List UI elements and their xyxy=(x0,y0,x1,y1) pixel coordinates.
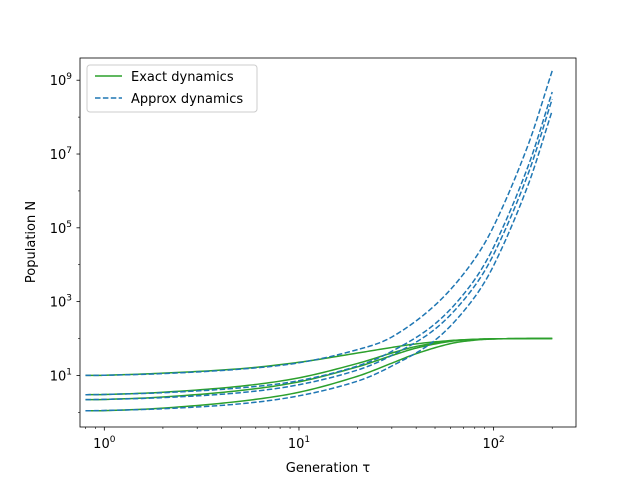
x-tick-label: 100 xyxy=(93,435,116,452)
x-tick-label: 101 xyxy=(288,435,310,452)
series-line-exact-4 xyxy=(85,337,553,412)
series-line-approx-3 xyxy=(85,98,553,401)
x-tick-label: 102 xyxy=(482,435,504,452)
y-tick-label: 101 xyxy=(50,367,72,384)
series-layer xyxy=(85,70,553,412)
y-tick-label: 105 xyxy=(50,220,72,237)
y-axis-label: Population N xyxy=(24,201,39,283)
y-axis: 101 103 105 107 109 xyxy=(50,72,80,413)
legend-label-approx: Approx dynamics xyxy=(131,92,243,107)
legend-box xyxy=(86,64,258,113)
series-line-approx-4 xyxy=(85,110,553,412)
y-tick-label: 103 xyxy=(50,294,72,311)
x-axis-label: Generation τ xyxy=(286,461,371,476)
series-line-approx-2 xyxy=(85,91,553,396)
y-tick-label: 107 xyxy=(50,146,72,163)
legend: Exact dynamics Approx dynamics xyxy=(86,64,258,113)
series-line-approx-1 xyxy=(85,70,553,377)
x-axis: 100 101 102 xyxy=(85,427,553,452)
plot-frame xyxy=(79,57,577,428)
legend-label-exact: Exact dynamics xyxy=(131,70,234,85)
y-tick-label: 109 xyxy=(50,72,73,89)
